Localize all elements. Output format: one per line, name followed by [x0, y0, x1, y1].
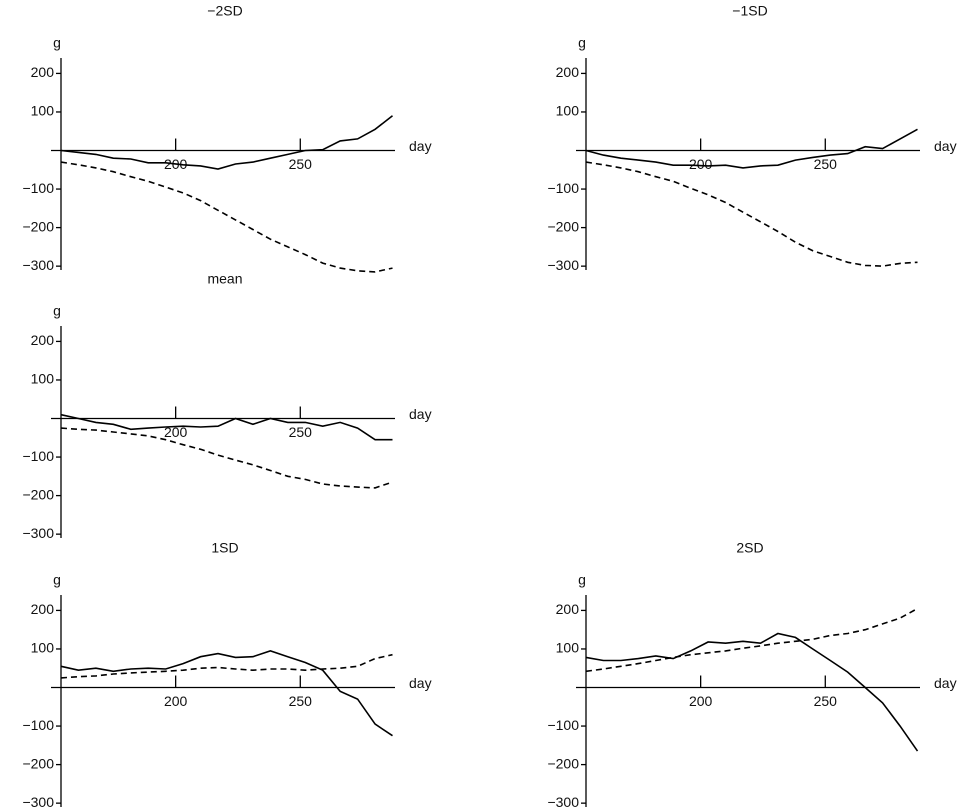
y-tick-label: 100 — [31, 640, 55, 656]
chart-title: −2SD — [207, 3, 242, 19]
series-line — [60, 161, 393, 273]
series-line — [60, 653, 393, 679]
x-tick-label: 200 — [164, 424, 188, 440]
chart-title: 2SD — [736, 540, 763, 556]
x-axis-label: day — [934, 675, 957, 691]
y-tick-label: 200 — [31, 64, 55, 80]
x-tick-label: 200 — [689, 693, 713, 709]
y-tick-label: −200 — [22, 755, 54, 771]
chart-title: 1SD — [211, 540, 238, 556]
y-tick-label: 100 — [31, 371, 55, 387]
x-axis-label: day — [934, 138, 957, 154]
y-tick-label: −300 — [22, 257, 54, 273]
series-line — [585, 161, 918, 267]
series-line — [585, 128, 918, 169]
x-axis-label: day — [409, 675, 432, 691]
y-tick-label: −100 — [22, 717, 54, 733]
series-line — [585, 632, 919, 752]
x-tick-label: 250 — [289, 693, 313, 709]
y-tick-label: −300 — [22, 794, 54, 808]
y-axis-label: g — [578, 572, 586, 588]
y-tick-label: −100 — [22, 448, 54, 464]
x-tick-label: 250 — [289, 424, 313, 440]
y-tick-label: 100 — [556, 103, 580, 119]
series-line — [60, 650, 393, 737]
x-tick-label: 200 — [164, 693, 188, 709]
y-axis-label: g — [578, 35, 586, 51]
y-tick-label: −100 — [547, 180, 579, 196]
x-tick-label: 200 — [689, 156, 713, 172]
y-tick-label: 200 — [556, 64, 580, 80]
y-tick-label: −200 — [22, 218, 54, 234]
y-tick-label: −100 — [547, 717, 579, 733]
x-tick-label: 250 — [814, 156, 838, 172]
series-line — [60, 427, 393, 489]
y-axis-label: g — [53, 572, 61, 588]
series-line — [585, 607, 918, 673]
x-axis-label: day — [409, 138, 432, 154]
y-tick-label: 200 — [31, 332, 55, 348]
y-tick-label: −300 — [547, 257, 579, 273]
y-tick-label: 200 — [31, 601, 55, 617]
y-tick-label: 100 — [31, 103, 55, 119]
y-tick-label: 100 — [556, 640, 580, 656]
series-line — [60, 115, 393, 170]
y-tick-label: −200 — [547, 218, 579, 234]
y-tick-label: 200 — [556, 601, 580, 617]
y-tick-label: −200 — [22, 486, 54, 502]
series-line — [60, 413, 393, 441]
chart-title: mean — [207, 271, 242, 287]
x-axis-label: day — [409, 406, 432, 422]
y-tick-label: −300 — [22, 525, 54, 541]
y-tick-label: −300 — [547, 794, 579, 808]
y-tick-label: −200 — [547, 755, 579, 771]
y-axis-label: g — [53, 303, 61, 319]
x-tick-label: 250 — [289, 156, 313, 172]
y-axis-label: g — [53, 35, 61, 51]
x-tick-label: 250 — [814, 693, 838, 709]
chart-title: −1SD — [732, 3, 767, 19]
y-tick-label: −100 — [22, 180, 54, 196]
